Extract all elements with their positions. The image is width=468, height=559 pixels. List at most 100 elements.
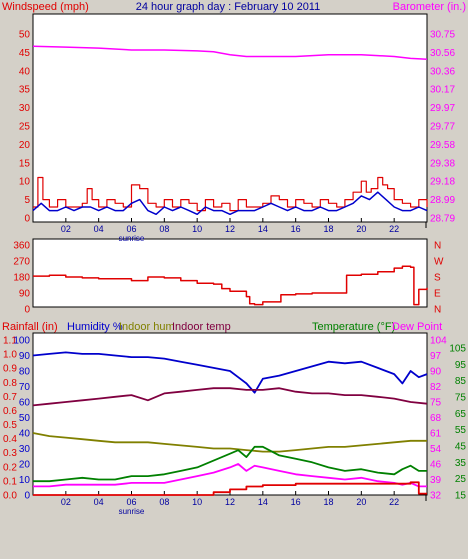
- humidity-temperature-chart: 1.11.00.90.80.70.60.50.40.30.20.10.01009…: [3, 336, 466, 517]
- series-humidity: [32, 351, 428, 394]
- temperature-label: Temperature (°F): [312, 321, 395, 333]
- y-tick-left: 0: [24, 305, 30, 316]
- y-tick-humidity: 10: [19, 475, 31, 486]
- y-tick-rain: 0.6: [3, 406, 17, 417]
- x-tick-label: 20: [356, 497, 366, 507]
- y-tick-humidity: 80: [19, 367, 31, 378]
- x-tick-label: 16: [291, 497, 301, 507]
- y-tick-rain: 0.4: [3, 434, 17, 445]
- y-tick-right: 28.79: [430, 214, 455, 225]
- y-tick-dew: 39: [430, 475, 442, 486]
- y-tick-humidity: 60: [19, 398, 31, 409]
- y-tick-rain: 0.5: [3, 420, 17, 431]
- x-tick-label: 06: [126, 497, 136, 507]
- x-annotation-sunrise: sunrise: [119, 234, 145, 243]
- x-tick-label: 02: [61, 224, 71, 234]
- x-tick-label: 10: [192, 224, 202, 234]
- x-tick-label: 02: [61, 497, 71, 507]
- y-tick-temp: 35: [455, 458, 467, 469]
- series-dew-point: [33, 463, 427, 488]
- rainfall-label: Rainfall (in): [2, 321, 58, 333]
- y-tick-right: 28.99: [430, 195, 455, 206]
- y-tick-humidity: 20: [19, 460, 31, 471]
- y-tick-rain: 1.0: [3, 350, 17, 361]
- series-rainfall: [33, 481, 427, 496]
- y-tick-rain: 0.2: [3, 462, 17, 473]
- y-tick-rain: 0.0: [3, 491, 17, 502]
- y-tick-left: 20: [19, 140, 31, 151]
- y-tick-right: 29.58: [430, 140, 455, 151]
- x-tick-label: 20: [356, 224, 366, 234]
- y-tick-dew: 32: [430, 491, 442, 502]
- indoor-hum-label: Indoor hum: [119, 321, 175, 333]
- series-wind-avg: [32, 191, 428, 216]
- x-tick-label: 12: [225, 497, 235, 507]
- x-tick-label: 08: [159, 224, 169, 234]
- x-tick-label: 08: [159, 497, 169, 507]
- y-tick-left: 180: [13, 273, 30, 284]
- y-tick-dew: 104: [430, 336, 447, 347]
- y-tick-dew: 97: [430, 351, 442, 362]
- x-tick-label: 06: [126, 224, 136, 234]
- series-windspeed: [33, 176, 428, 212]
- x-tick-label: 12: [225, 224, 235, 234]
- x-tick-label: 18: [323, 497, 333, 507]
- y-tick-humidity: 0: [24, 491, 30, 502]
- y-tick-temp: 95: [455, 360, 467, 371]
- y-tick-temp: 75: [455, 393, 467, 404]
- y-tick-rain: 0.8: [3, 378, 17, 389]
- y-tick-right: 29.77: [430, 122, 455, 133]
- wind-barometer-chart: 5045403530252015105030.7530.5630.3630.17…: [19, 30, 456, 244]
- y-tick-left: 35: [19, 85, 31, 96]
- x-tick-label: 18: [323, 224, 333, 234]
- y-tick-left: 30: [19, 103, 31, 114]
- y-tick-rain: 0.1: [3, 476, 17, 487]
- y-tick-temp: 45: [455, 442, 467, 453]
- series-temperature: [33, 445, 427, 483]
- y-tick-dew: 54: [430, 444, 442, 455]
- y-tick-dew: 61: [430, 429, 442, 440]
- y-tick-left: 5: [24, 195, 30, 206]
- y-tick-temp: 85: [455, 376, 467, 387]
- y-tick-rain: 1.1: [3, 336, 17, 347]
- y-tick-left: 45: [19, 48, 31, 59]
- y-tick-dew: 46: [430, 460, 442, 471]
- x-tick-label: 10: [192, 497, 202, 507]
- y-tick-right: E: [434, 289, 441, 300]
- y-tick-right: W: [434, 257, 444, 268]
- indoor-temp-label: Indoor temp: [172, 321, 231, 333]
- series-wind-direction: [33, 265, 428, 306]
- y-tick-dew: 68: [430, 413, 442, 424]
- chart-title: 24 hour graph day : February 10 2011: [136, 1, 320, 13]
- y-tick-temp: 15: [455, 491, 467, 502]
- y-tick-rain: 0.9: [3, 364, 17, 375]
- x-tick-label: 22: [389, 497, 399, 507]
- y-tick-left: 15: [19, 158, 31, 169]
- dew-point-label: Dew Point: [392, 321, 442, 333]
- y-tick-rain: 0.3: [3, 448, 17, 459]
- y-tick-left: 270: [13, 257, 30, 268]
- y-tick-right: 30.56: [430, 48, 455, 59]
- series-indoor-hum: [32, 432, 427, 453]
- y-tick-dew: 75: [430, 398, 442, 409]
- y-tick-temp: 105: [449, 344, 466, 355]
- y-tick-right: 30.36: [430, 66, 455, 77]
- y-tick-humidity: 50: [19, 413, 31, 424]
- direction-plot-area: [32, 238, 428, 308]
- x-annotation-sunrise: sunrise: [119, 507, 145, 516]
- y-tick-rain: 0.7: [3, 392, 17, 403]
- y-tick-left: 25: [19, 122, 31, 133]
- y-tick-temp: 25: [455, 474, 467, 485]
- series-barometer: [32, 45, 428, 61]
- barometer-label: Barometer (in.): [393, 1, 466, 13]
- y-tick-dew: 82: [430, 382, 442, 393]
- y-tick-left: 0: [24, 214, 30, 225]
- y-tick-dew: 90: [430, 367, 442, 378]
- x-tick-label: 04: [94, 224, 104, 234]
- x-tick-label: 04: [94, 497, 104, 507]
- y-tick-left: 360: [13, 241, 30, 252]
- y-tick-humidity: 70: [19, 382, 31, 393]
- y-tick-right: 30.17: [430, 85, 455, 96]
